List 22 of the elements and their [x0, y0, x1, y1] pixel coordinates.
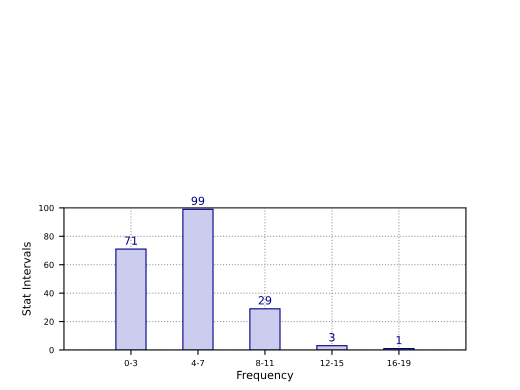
bar: [316, 345, 348, 350]
x-tick-label: 8-11: [256, 360, 274, 366]
bar: [115, 248, 147, 350]
x-tick-label: 0-3: [124, 360, 138, 366]
y-tick-label: 60: [44, 262, 54, 268]
y-tick-label: 40: [44, 290, 54, 296]
bar: [182, 208, 214, 350]
data-label: 99: [192, 196, 204, 206]
y-tick-label: 20: [44, 318, 54, 325]
data-label: 71: [124, 236, 137, 245]
data-label: 1: [396, 336, 402, 344]
data-label: 29: [258, 296, 272, 305]
x-tick-label: 12-15: [320, 360, 344, 366]
y-tick-label: 100: [39, 204, 54, 212]
bar: [249, 308, 281, 350]
data-label: 3: [329, 333, 335, 342]
y-tick-label: 80: [44, 233, 54, 240]
x-tick-label: 4-7: [192, 360, 204, 366]
x-tick-label: 16-19: [388, 360, 410, 366]
y-axis-title: Stat Intervals: [22, 242, 31, 316]
y-tick-label: 0: [49, 346, 54, 354]
x-axis-title: Frequency: [237, 370, 294, 382]
